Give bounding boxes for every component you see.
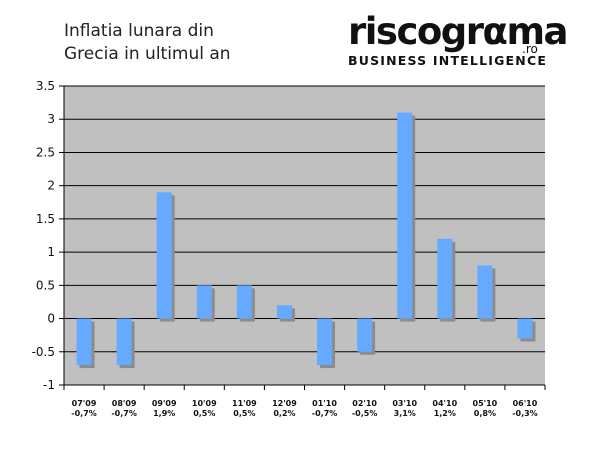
logo-domain-suffix: .ro <box>522 42 538 56</box>
x-category-label: 09'09 <box>152 399 177 408</box>
x-value-label: 3,1% <box>394 409 416 418</box>
y-tick-label: 3.5 <box>36 79 55 93</box>
x-category-label: 04'10 <box>432 399 457 408</box>
x-category-label: 01'10 <box>312 399 337 408</box>
x-category-label: 07'09 <box>72 399 97 408</box>
x-category-label: 06'10 <box>513 399 538 408</box>
x-value-label: 0,8% <box>474 409 496 418</box>
x-category-label: 12'09 <box>272 399 297 408</box>
bar <box>397 112 413 319</box>
x-value-label: -0,3% <box>512 409 538 418</box>
x-value-label: 0,5% <box>193 409 215 418</box>
x-category-label: 10'09 <box>192 399 217 408</box>
y-tick-label: 3 <box>47 112 55 126</box>
x-value-label: 0,5% <box>233 409 255 418</box>
y-tick-label: 0.5 <box>36 278 55 292</box>
bar <box>156 192 172 319</box>
x-value-label: -0,7% <box>71 409 97 418</box>
bar <box>116 318 132 366</box>
brand-logo: riscogrαma .ro BUSINESS INTELLIGENCE <box>348 12 568 72</box>
y-tick-label: 1.5 <box>36 212 55 226</box>
y-tick-label: -0.5 <box>32 345 55 359</box>
y-tick-label: 2 <box>47 179 55 193</box>
bar <box>76 318 92 366</box>
x-value-label: 0,2% <box>273 409 295 418</box>
chart-title: Inflatia lunara din Grecia in ultimul an <box>64 20 231 66</box>
x-value-label: -0,7% <box>111 409 137 418</box>
bar <box>317 318 333 366</box>
bar <box>196 285 212 319</box>
x-value-label: -0,7% <box>312 409 338 418</box>
x-category-label: 03'10 <box>392 399 417 408</box>
plot-area <box>64 86 545 385</box>
bar <box>236 285 252 319</box>
y-tick-label: 2.5 <box>36 145 55 159</box>
x-category-label: 02'10 <box>352 399 377 408</box>
bar <box>276 305 292 319</box>
bar <box>437 238 453 319</box>
bar <box>477 265 493 319</box>
y-tick-label: 0 <box>47 312 55 326</box>
x-category-label: 05'10 <box>473 399 498 408</box>
chart-title-line-2: Grecia in ultimul an <box>64 44 231 64</box>
x-category-label: 08'09 <box>112 399 137 408</box>
bar <box>357 318 373 352</box>
bar <box>517 318 533 339</box>
y-tick-label: 1 <box>47 245 55 259</box>
x-category-label: 11'09 <box>232 399 257 408</box>
logo-tagline: BUSINESS INTELLIGENCE <box>348 53 548 68</box>
x-value-label: -0,5% <box>352 409 378 418</box>
x-value-label: 1,9% <box>153 409 175 418</box>
logo-wordmark: riscogrαma <box>348 10 568 53</box>
x-value-label: 1,2% <box>434 409 456 418</box>
chart-title-line-1: Inflatia lunara din <box>64 21 214 41</box>
y-tick-label: -1 <box>43 378 55 392</box>
